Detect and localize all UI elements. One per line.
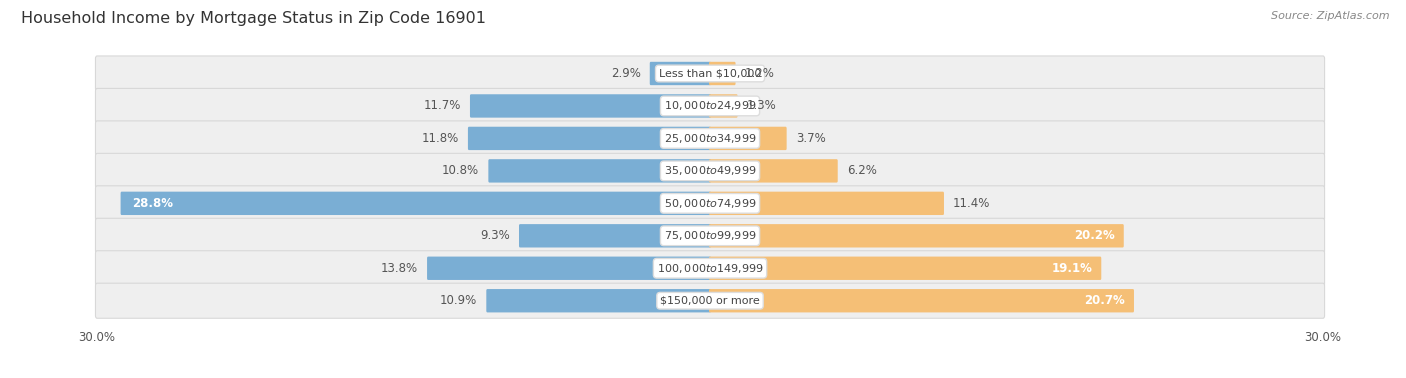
Text: Household Income by Mortgage Status in Zip Code 16901: Household Income by Mortgage Status in Z…: [21, 11, 486, 26]
Text: 6.2%: 6.2%: [846, 164, 877, 177]
Text: 20.7%: 20.7%: [1084, 294, 1125, 307]
FancyBboxPatch shape: [470, 94, 711, 118]
Text: 13.8%: 13.8%: [381, 262, 418, 275]
Text: $10,000 to $24,999: $10,000 to $24,999: [664, 99, 756, 112]
Text: 11.8%: 11.8%: [422, 132, 458, 145]
Text: $100,000 to $149,999: $100,000 to $149,999: [657, 262, 763, 275]
Text: $75,000 to $99,999: $75,000 to $99,999: [664, 229, 756, 242]
FancyBboxPatch shape: [96, 218, 1324, 253]
FancyBboxPatch shape: [96, 153, 1324, 188]
Text: $50,000 to $74,999: $50,000 to $74,999: [664, 197, 756, 210]
FancyBboxPatch shape: [488, 159, 711, 183]
FancyBboxPatch shape: [519, 224, 711, 248]
FancyBboxPatch shape: [121, 192, 711, 215]
FancyBboxPatch shape: [709, 257, 1101, 280]
FancyBboxPatch shape: [96, 56, 1324, 91]
Text: $150,000 or more: $150,000 or more: [661, 296, 759, 306]
Text: 11.4%: 11.4%: [953, 197, 991, 210]
FancyBboxPatch shape: [427, 257, 711, 280]
FancyBboxPatch shape: [96, 121, 1324, 156]
FancyBboxPatch shape: [486, 289, 711, 313]
FancyBboxPatch shape: [709, 94, 738, 118]
Text: 10.8%: 10.8%: [441, 164, 479, 177]
Text: 1.3%: 1.3%: [747, 99, 776, 112]
Text: $25,000 to $34,999: $25,000 to $34,999: [664, 132, 756, 145]
FancyBboxPatch shape: [96, 283, 1324, 318]
Text: $35,000 to $49,999: $35,000 to $49,999: [664, 164, 756, 177]
Text: 1.2%: 1.2%: [745, 67, 775, 80]
FancyBboxPatch shape: [709, 127, 786, 150]
Text: 28.8%: 28.8%: [132, 197, 173, 210]
Text: Less than $10,000: Less than $10,000: [659, 68, 761, 79]
FancyBboxPatch shape: [96, 251, 1324, 286]
FancyBboxPatch shape: [709, 289, 1135, 313]
FancyBboxPatch shape: [709, 62, 735, 85]
FancyBboxPatch shape: [709, 224, 1123, 248]
Text: 9.3%: 9.3%: [479, 229, 510, 242]
Text: 10.9%: 10.9%: [440, 294, 477, 307]
Text: 20.2%: 20.2%: [1074, 229, 1115, 242]
Text: 2.9%: 2.9%: [610, 67, 641, 80]
FancyBboxPatch shape: [709, 159, 838, 183]
Text: Source: ZipAtlas.com: Source: ZipAtlas.com: [1271, 11, 1389, 21]
FancyBboxPatch shape: [709, 192, 943, 215]
Text: 19.1%: 19.1%: [1052, 262, 1092, 275]
FancyBboxPatch shape: [96, 186, 1324, 221]
FancyBboxPatch shape: [650, 62, 711, 85]
Text: 3.7%: 3.7%: [796, 132, 825, 145]
FancyBboxPatch shape: [96, 88, 1324, 124]
Text: 11.7%: 11.7%: [423, 99, 461, 112]
FancyBboxPatch shape: [468, 127, 711, 150]
